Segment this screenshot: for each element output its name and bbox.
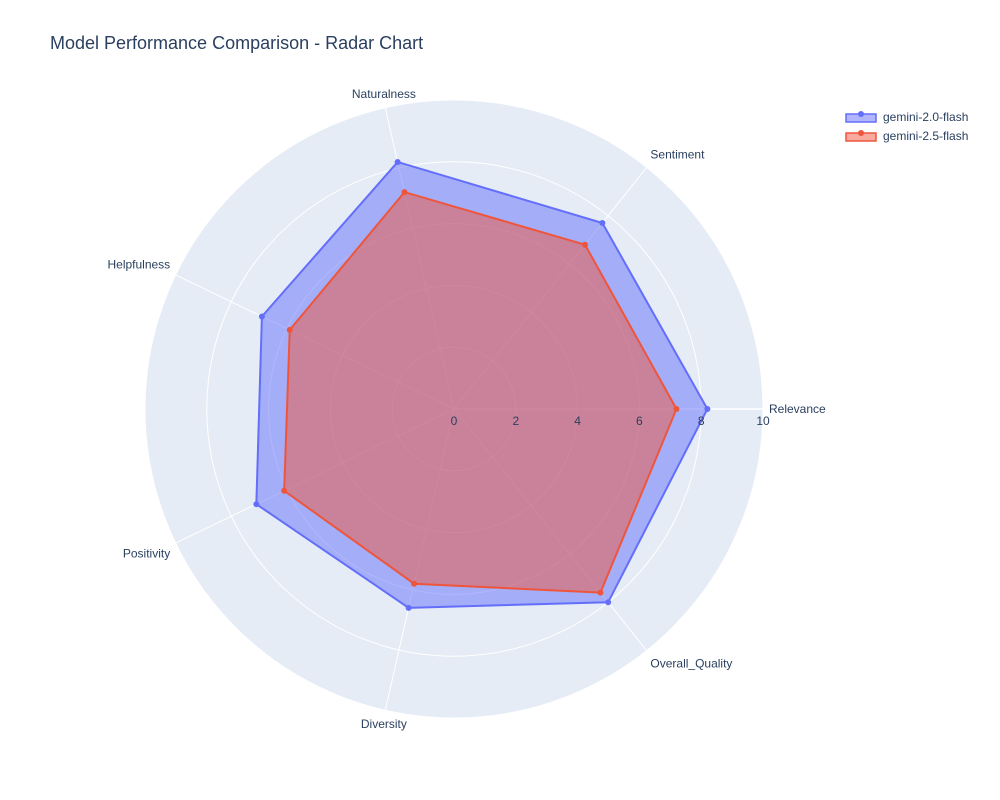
category-label-relevance: Relevance	[769, 402, 826, 416]
data-point-0-overall_quality[interactable]	[605, 599, 612, 606]
radial-tick-label: 8	[698, 414, 705, 428]
series-fill-1	[284, 192, 677, 593]
data-point-1-relevance[interactable]	[673, 406, 680, 412]
data-point-1-sentiment[interactable]	[582, 241, 589, 248]
data-point-1-overall_quality[interactable]	[597, 589, 604, 596]
radial-tick-label: 6	[636, 414, 643, 428]
category-label-overall_quality: Overall_Quality	[650, 656, 732, 670]
data-point-0-helpfulness[interactable]	[258, 313, 265, 320]
category-label-sentiment: Sentiment	[650, 148, 705, 162]
radial-tick-label: 0	[451, 414, 458, 428]
legend-item-series-1[interactable]: gemini-2.5-flash	[845, 126, 968, 145]
data-point-1-helpfulness[interactable]	[286, 326, 293, 333]
category-label-helpfulness: Helpfulness	[107, 257, 170, 271]
category-label-naturalness: Naturalness	[352, 87, 416, 101]
chart-title: Model Performance Comparison - Radar Cha…	[50, 33, 424, 53]
radial-tick-label: 2	[512, 414, 519, 428]
data-point-0-positivity[interactable]	[253, 501, 260, 508]
category-label-diversity: Diversity	[361, 717, 407, 731]
data-point-0-sentiment[interactable]	[599, 219, 606, 226]
legend-label-series-0: gemini-2.0-flash	[883, 109, 969, 124]
data-point-1-naturalness[interactable]	[401, 189, 408, 196]
radial-tick-label: 10	[756, 414, 770, 428]
series-line-1	[283, 190, 678, 594]
legend-marker-1	[858, 129, 864, 136]
legend-label-series-1: gemini-2.5-flash	[883, 128, 969, 143]
legend[interactable]: gemini-2.0-flash gemini-2.5-flash	[845, 107, 968, 145]
data-point-0-naturalness[interactable]	[394, 158, 401, 165]
legend-swatch-series-1	[845, 129, 877, 142]
data-point-0-diversity[interactable]	[405, 604, 412, 611]
data-point-0-relevance[interactable]	[704, 406, 711, 412]
legend-marker-0	[858, 110, 864, 117]
category-label-positivity: Positivity	[123, 547, 170, 561]
series-line-0	[255, 160, 709, 609]
data-point-1-diversity[interactable]	[411, 580, 418, 587]
radial-tick-label: 4	[574, 414, 581, 428]
legend-item-series-0[interactable]: gemini-2.0-flash	[845, 107, 968, 126]
data-point-1-positivity[interactable]	[281, 487, 288, 494]
legend-swatch-series-0	[845, 110, 877, 123]
